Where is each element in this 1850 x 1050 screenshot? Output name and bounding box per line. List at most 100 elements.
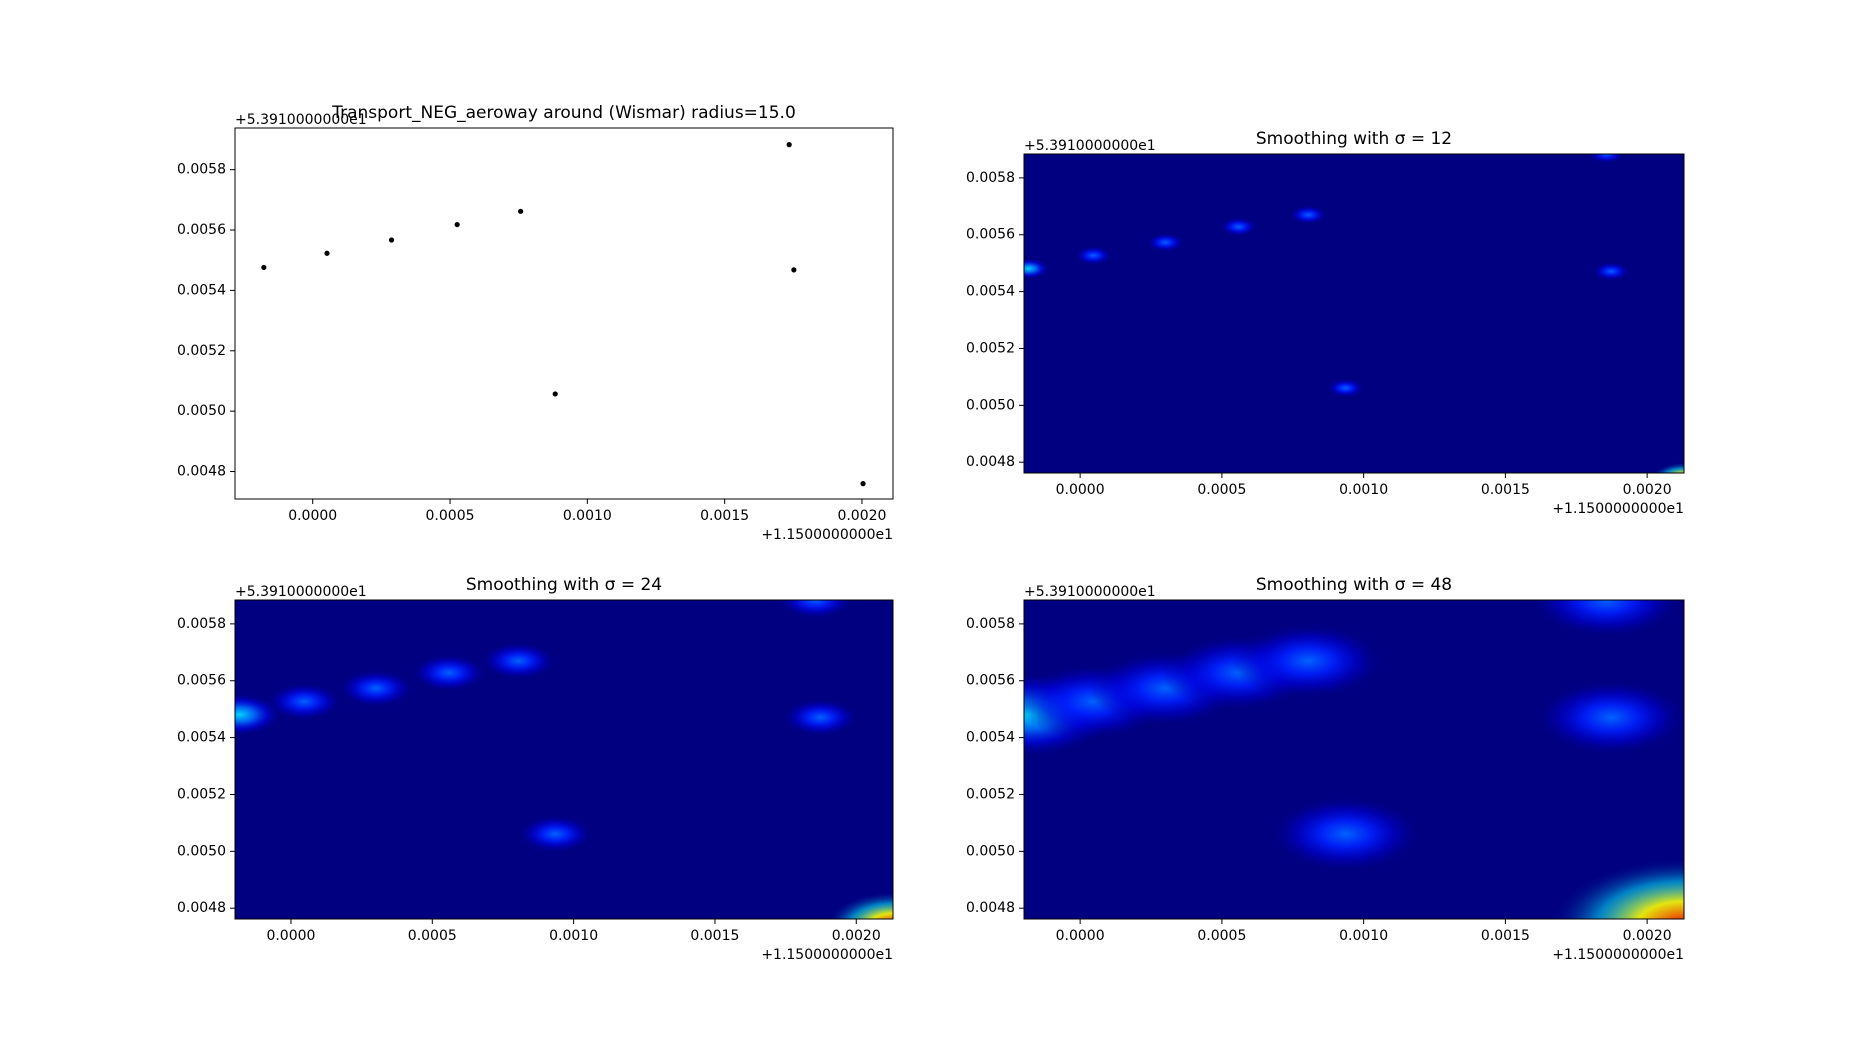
subplot-title: Transport_NEG_aeroway around (Wismar) ra… [331,103,796,123]
x-offset-label: +1.1500000000e1 [761,947,893,963]
heat-blob [1326,378,1365,398]
y-tick-label: 0.0052 [966,340,1015,356]
heat-blob [1146,232,1185,253]
heatmap [235,600,893,919]
y-tick-label: 0.0056 [966,227,1015,243]
x-tick-label: 0.0020 [1623,482,1672,498]
heat-blob [1587,154,1626,164]
heatmap-background [1024,154,1684,473]
x-offset-label: +1.1500000000e1 [1552,501,1684,517]
x-tick-label: 0.0005 [1197,482,1246,498]
scatter-point [454,221,460,228]
y-tick-label: 0.0054 [966,284,1015,300]
heat-blob [777,600,854,620]
y-tick-label: 0.0058 [966,616,1015,632]
x-offset-label: +1.1500000000e1 [761,527,893,543]
scatter-point [324,250,330,256]
x-tick-label: 0.0000 [288,508,337,524]
heat-blob [781,698,859,737]
y-tick-label: 0.0052 [966,786,1015,802]
heat-blob [1529,600,1684,639]
heat-blob [265,682,343,721]
subplot: 0.0048 0.0050 0.0052 0.0054 0.0056 0.0058 0.00… [966,575,1685,963]
y-tick-label: 0.0048 [177,900,226,916]
heat-blob [1219,217,1258,237]
y-tick-label: 0.0048 [177,464,226,480]
heat-blob [1652,462,1684,473]
x-tick-label: 0.0000 [266,928,315,944]
y-tick-label: 0.0054 [177,730,226,746]
y-tick-label: 0.0052 [177,343,226,359]
x-tick-label: 0.0000 [1056,482,1105,498]
heat-blob [517,814,594,854]
heat-blob [1534,679,1684,756]
heatmap-background [235,600,893,919]
y-offset-label: +5.3910000000e1 [1024,584,1156,600]
y-tick-label: 0.0050 [966,397,1015,413]
subplot-title: Smoothing with σ = 24 [466,575,662,595]
heat-blob [337,669,415,708]
axes-frame [1023,153,1685,474]
x-tick-label: 0.0015 [700,508,749,524]
y-tick-label: 0.0050 [966,843,1015,859]
heat-blob [1289,205,1328,225]
y-tick-label: 0.0050 [177,403,226,419]
x-tick-label: 0.0010 [563,508,612,524]
scatter-point [860,481,866,487]
x-tick-label: 0.0010 [1339,928,1388,944]
heatmap [1024,600,1684,919]
subplot: 0.0048 0.0050 0.0052 0.0054 0.0056 0.0058 0.00… [177,575,894,963]
subplot-title: Smoothing with σ = 48 [1256,575,1452,595]
subplot: 0.0048 0.0050 0.0052 0.0054 0.0056 0.0058 0.00… [966,129,1685,517]
axes-frame [234,127,894,500]
x-tick-label: 0.0020 [1623,928,1672,944]
x-tick-label: 0.0005 [426,508,475,524]
heat-blob [1231,622,1386,700]
y-tick-label: 0.0058 [177,162,226,178]
heat-blob [826,891,893,919]
heat-blob [1591,261,1631,282]
x-offset-label: +1.1500000000e1 [1552,947,1684,963]
x-tick-label: 0.0015 [1481,928,1530,944]
y-tick-label: 0.0056 [966,673,1015,689]
subplot: 0.0048 0.0050 0.0052 0.0054 0.0056 0.0058 0.00… [177,103,894,543]
heat-blob [1268,795,1423,873]
heat-blob [1074,245,1113,266]
scatter-point [791,267,797,273]
heatmap [1024,154,1684,473]
y-tick-label: 0.0054 [966,730,1015,746]
heat-blob [480,641,557,681]
y-tick-label: 0.0056 [177,673,226,689]
scatter-point [518,208,524,214]
y-tick-label: 0.0048 [966,454,1015,470]
x-tick-label: 0.0010 [1339,482,1388,498]
heat-blob [1550,857,1684,919]
y-tick-label: 0.0056 [177,222,226,238]
heat-blob [1024,257,1051,280]
y-tick-label: 0.0058 [177,616,226,632]
y-offset-label: +5.3910000000e1 [235,584,367,600]
x-tick-label: 0.0015 [1481,482,1530,498]
scatter-point [388,237,395,243]
x-tick-label: 0.0005 [408,928,457,944]
heat-blob [410,653,488,692]
axes-frame [1023,599,1685,920]
scatter-point [786,142,792,148]
subplot-title: Smoothing with σ = 12 [1256,129,1452,149]
y-tick-label: 0.0048 [966,900,1015,916]
y-tick-label: 0.0054 [177,282,226,298]
scatter-point [552,391,558,397]
x-tick-label: 0.0010 [549,928,598,944]
x-tick-label: 0.0020 [832,928,881,944]
x-tick-label: 0.0005 [1197,928,1246,944]
y-offset-label: +5.3910000000e1 [235,112,367,128]
x-tick-label: 0.0020 [837,508,886,524]
y-tick-label: 0.0058 [966,170,1015,186]
x-tick-label: 0.0015 [690,928,739,944]
y-tick-label: 0.0052 [177,786,226,802]
scatter-point [261,264,267,271]
y-tick-label: 0.0050 [177,843,226,859]
axes-frame [234,599,894,920]
y-offset-label: +5.3910000000e1 [1024,138,1156,154]
